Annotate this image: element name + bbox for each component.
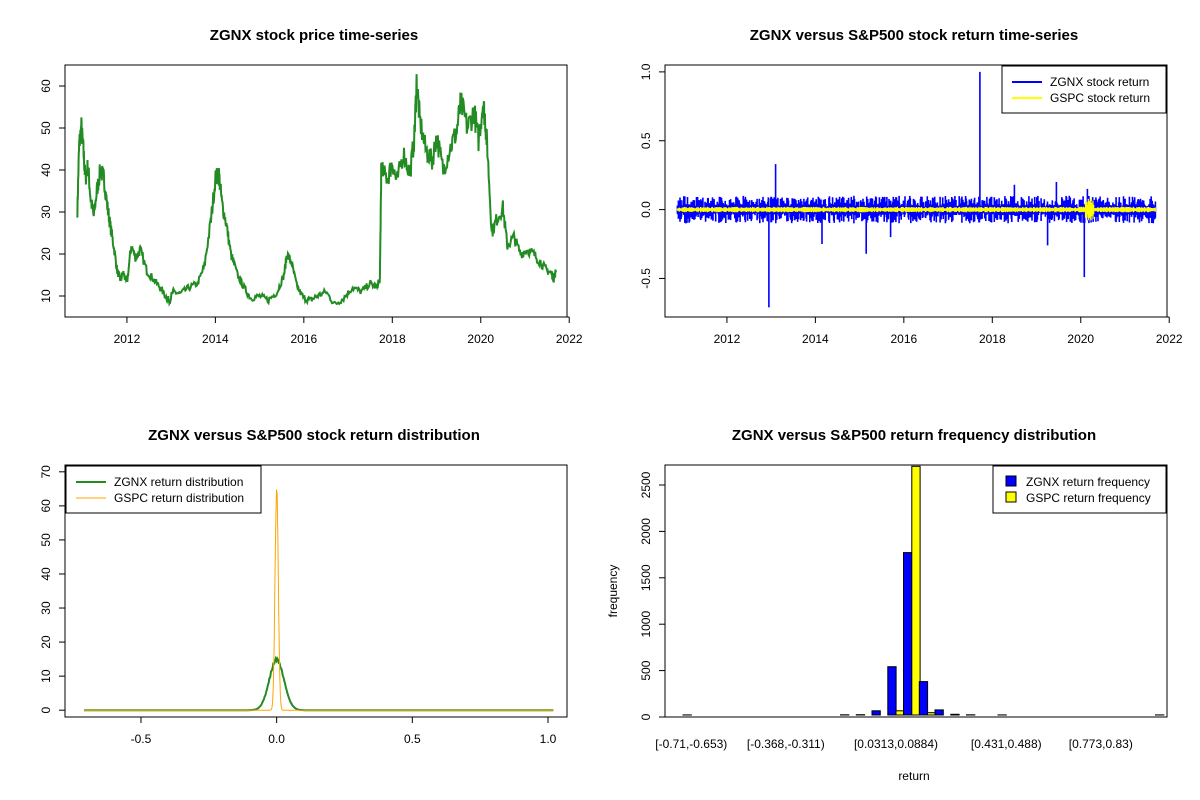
price-chart-title: ZGNX stock price time-series [210, 27, 418, 44]
x-tick-label: 2014 [802, 332, 829, 346]
zgnx-frequency-bar [918, 681, 929, 716]
x-tick-label: 2020 [1067, 332, 1094, 346]
legend-label-gspc-frequency: GSPC return frequency [1026, 491, 1151, 505]
price-plot-frame [64, 64, 568, 318]
legend-swatch-gspc-frequency [1005, 491, 1017, 503]
x-category-label: [0.431,0.488) [971, 737, 1042, 751]
legend-label-gspc-return: GSPC stock return [1050, 91, 1150, 105]
y-tick-label: 40 [39, 567, 53, 581]
x-tick-label: 2012 [114, 332, 141, 346]
distribution-series [84, 489, 554, 712]
x-tick-label: 2016 [890, 332, 917, 346]
frequency-axes: 0 500 1000 1500 2000 2500 [-0.71,-0.653) [-0.36… [639, 471, 1133, 751]
legend-label-zgnx-distribution: ZGNX return distribution [114, 475, 243, 489]
y-tick-label: 1.0 [639, 63, 653, 80]
zgnx-frequency-bar [903, 552, 913, 716]
y-tick-label: 0 [639, 713, 653, 720]
distribution-legend: ZGNX return distribution GSPC return dis… [65, 465, 262, 514]
y-tick-label: 20 [39, 247, 53, 261]
frequency-x-axis-label: return [898, 769, 929, 783]
zgnx-frequency-bar [871, 710, 881, 716]
y-tick-label: -0.5 [639, 268, 653, 289]
return-ts-title: ZGNX versus S&P500 stock return time-ser… [750, 27, 1078, 44]
y-tick-label: 60 [39, 499, 53, 513]
x-tick-label: 2018 [379, 332, 406, 346]
legend-label-zgnx-return: ZGNX stock return [1050, 75, 1149, 89]
price-chart-panel: ZGNX stock price time-series 2012 2014 201… [39, 27, 583, 346]
y-tick-label: 1500 [639, 564, 653, 591]
y-tick-label: 2000 [639, 518, 653, 545]
legend-label-gspc-distribution: GSPC return distribution [114, 491, 244, 505]
frequency-bars [682, 465, 1165, 716]
legend-label-zgnx-frequency: ZGNX return frequency [1026, 475, 1150, 489]
frequency-legend-box [992, 465, 1167, 514]
return-ts-legend-box [1001, 65, 1167, 114]
frequency-y-axis-label: frequency [606, 565, 620, 618]
x-tick-label: 2022 [1156, 332, 1183, 346]
x-tick-label: 2018 [979, 332, 1006, 346]
return-ts-panel: ZGNX versus S&P500 stock return time-ser… [639, 27, 1183, 346]
distribution-title: ZGNX versus S&P500 stock return distribu… [148, 427, 480, 444]
frequency-panel: ZGNX versus S&P500 return frequency dist… [606, 427, 1168, 783]
x-category-label: [0.0313,0.0884) [854, 737, 938, 751]
return-ts-axes: 2012 2014 2016 2018 2020 2022 -0.5 0.0 0.5 1.0 [639, 63, 1183, 346]
x-tick-label: 1.0 [540, 732, 557, 746]
y-tick-label: 50 [39, 533, 53, 547]
y-tick-label: 1000 [639, 611, 653, 638]
y-tick-label: 30 [39, 205, 53, 219]
y-tick-label: 50 [39, 121, 53, 135]
gspc-distribution-curve [84, 489, 554, 711]
y-tick-label: 500 [639, 660, 653, 680]
y-tick-label: 10 [39, 289, 53, 303]
gspc-return-line [676, 198, 1156, 221]
y-tick-label: 0 [39, 707, 53, 714]
gspc-frequency-bar [911, 465, 921, 716]
y-tick-label: 2500 [639, 471, 653, 498]
distribution-legend-box [65, 465, 262, 514]
x-tick-label: 2012 [714, 332, 741, 346]
y-tick-label: 0.5 [639, 132, 653, 149]
price-series [76, 74, 557, 307]
x-tick-label: -0.5 [131, 732, 152, 746]
x-category-label: [0.773,0.83) [1069, 737, 1133, 751]
x-category-label: [-0.71,-0.653) [655, 737, 727, 751]
x-tick-label: 2016 [290, 332, 317, 346]
y-tick-label: 40 [39, 163, 53, 177]
price-line [76, 74, 557, 307]
y-tick-label: 0.0 [639, 201, 653, 218]
return-ts-legend: ZGNX stock return GSPC stock return [1001, 65, 1167, 114]
y-tick-label: 70 [39, 465, 53, 479]
x-tick-label: 2022 [556, 332, 583, 346]
price-axes: 2012 2014 2016 2018 2020 2022 10 20 30 40 50 60 [39, 79, 583, 346]
frequency-title: ZGNX versus S&P500 return frequency dist… [732, 427, 1096, 444]
y-tick-label: 10 [39, 669, 53, 683]
x-tick-label: 2020 [467, 332, 494, 346]
zgnx-distribution-curve [84, 655, 554, 712]
zgnx-frequency-bar [887, 666, 897, 716]
y-tick-label: 60 [39, 79, 53, 93]
distribution-axes: -0.5 0.0 0.5 1.0 0 10 20 30 40 50 60 70 [39, 465, 556, 746]
frequency-legend: ZGNX return frequency GSPC return freque… [992, 465, 1167, 514]
distribution-panel: ZGNX versus S&P500 stock return distribu… [39, 427, 568, 746]
y-tick-label: 20 [39, 635, 53, 649]
x-tick-label: 0.0 [268, 732, 285, 746]
y-tick-label: 30 [39, 601, 53, 615]
x-tick-label: 2014 [202, 332, 229, 346]
return-ts-series [676, 71, 1157, 308]
legend-swatch-zgnx-frequency [1005, 475, 1017, 487]
x-tick-label: 0.5 [404, 732, 421, 746]
x-category-label: [-0.368,-0.311) [747, 737, 825, 751]
zgnx-frequency-bar [934, 709, 944, 716]
zgnx-frequency-bar [950, 713, 960, 716]
